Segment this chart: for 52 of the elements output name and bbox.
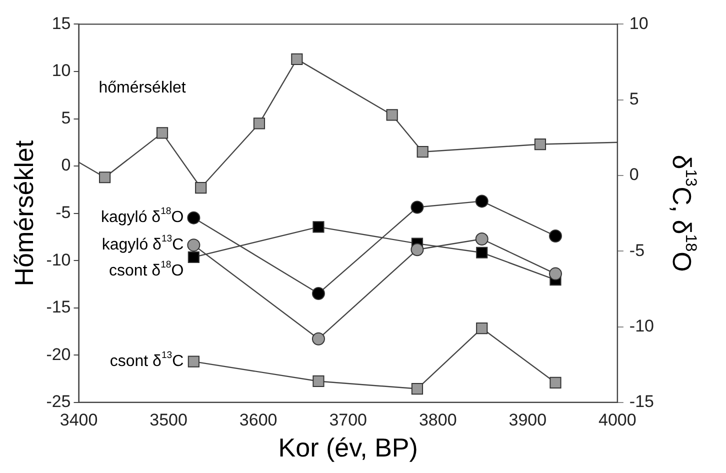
point bbox=[188, 251, 200, 263]
y2-tick-label: 0 bbox=[629, 165, 639, 184]
y2-tick-label: 5 bbox=[629, 90, 639, 109]
point bbox=[195, 182, 207, 194]
point bbox=[312, 221, 324, 233]
point bbox=[312, 286, 325, 300]
point bbox=[291, 53, 303, 65]
y-tick-label: -15 bbox=[46, 298, 71, 317]
point bbox=[475, 232, 488, 246]
point bbox=[312, 332, 325, 346]
point bbox=[386, 109, 398, 121]
x-tick-label: 3700 bbox=[329, 410, 368, 430]
point bbox=[475, 194, 488, 208]
point bbox=[548, 229, 562, 242]
point bbox=[550, 376, 562, 389]
point bbox=[188, 356, 200, 368]
point bbox=[534, 138, 546, 150]
y-tick-label: -10 bbox=[46, 250, 71, 270]
y2-tick-label: 10 bbox=[629, 14, 648, 33]
x-tick-label: 3600 bbox=[239, 410, 278, 430]
text: hőmérséklet bbox=[98, 79, 186, 96]
point bbox=[410, 200, 424, 214]
y2-tick-label: -10 bbox=[629, 316, 654, 336]
point bbox=[416, 146, 428, 158]
y-tick-label: 15 bbox=[52, 14, 71, 33]
point bbox=[410, 243, 424, 256]
y-tick-label: -20 bbox=[46, 344, 71, 364]
x-axis-title: Kor (év, BP) bbox=[278, 432, 418, 463]
y-tick-label: -25 bbox=[46, 392, 71, 412]
y-tick-label: 5 bbox=[61, 108, 71, 128]
x-tick-label: 3800 bbox=[418, 410, 457, 430]
point bbox=[476, 246, 488, 258]
y2-axis-title: δ13C, δ18O bbox=[666, 154, 700, 272]
point bbox=[548, 267, 562, 280]
point bbox=[99, 172, 111, 184]
point bbox=[187, 238, 200, 252]
x-tick-label: 4000 bbox=[598, 410, 636, 430]
point bbox=[476, 322, 488, 334]
y-tick-label: 0 bbox=[61, 156, 71, 175]
x-tick-label: 3900 bbox=[508, 410, 547, 430]
y-axis-title: Hőmérséklet bbox=[8, 140, 39, 286]
point bbox=[411, 382, 424, 395]
y-tick-label: -5 bbox=[56, 202, 71, 222]
x-tick-label: 3400 bbox=[60, 410, 98, 430]
point bbox=[156, 127, 168, 139]
point bbox=[253, 118, 266, 130]
y-tick-label: 10 bbox=[52, 61, 71, 80]
point bbox=[312, 375, 324, 388]
y2-tick-label: -5 bbox=[629, 240, 645, 260]
point bbox=[187, 211, 200, 224]
x-tick-label: 3500 bbox=[150, 410, 188, 430]
y2-tick-label: -15 bbox=[629, 392, 654, 412]
